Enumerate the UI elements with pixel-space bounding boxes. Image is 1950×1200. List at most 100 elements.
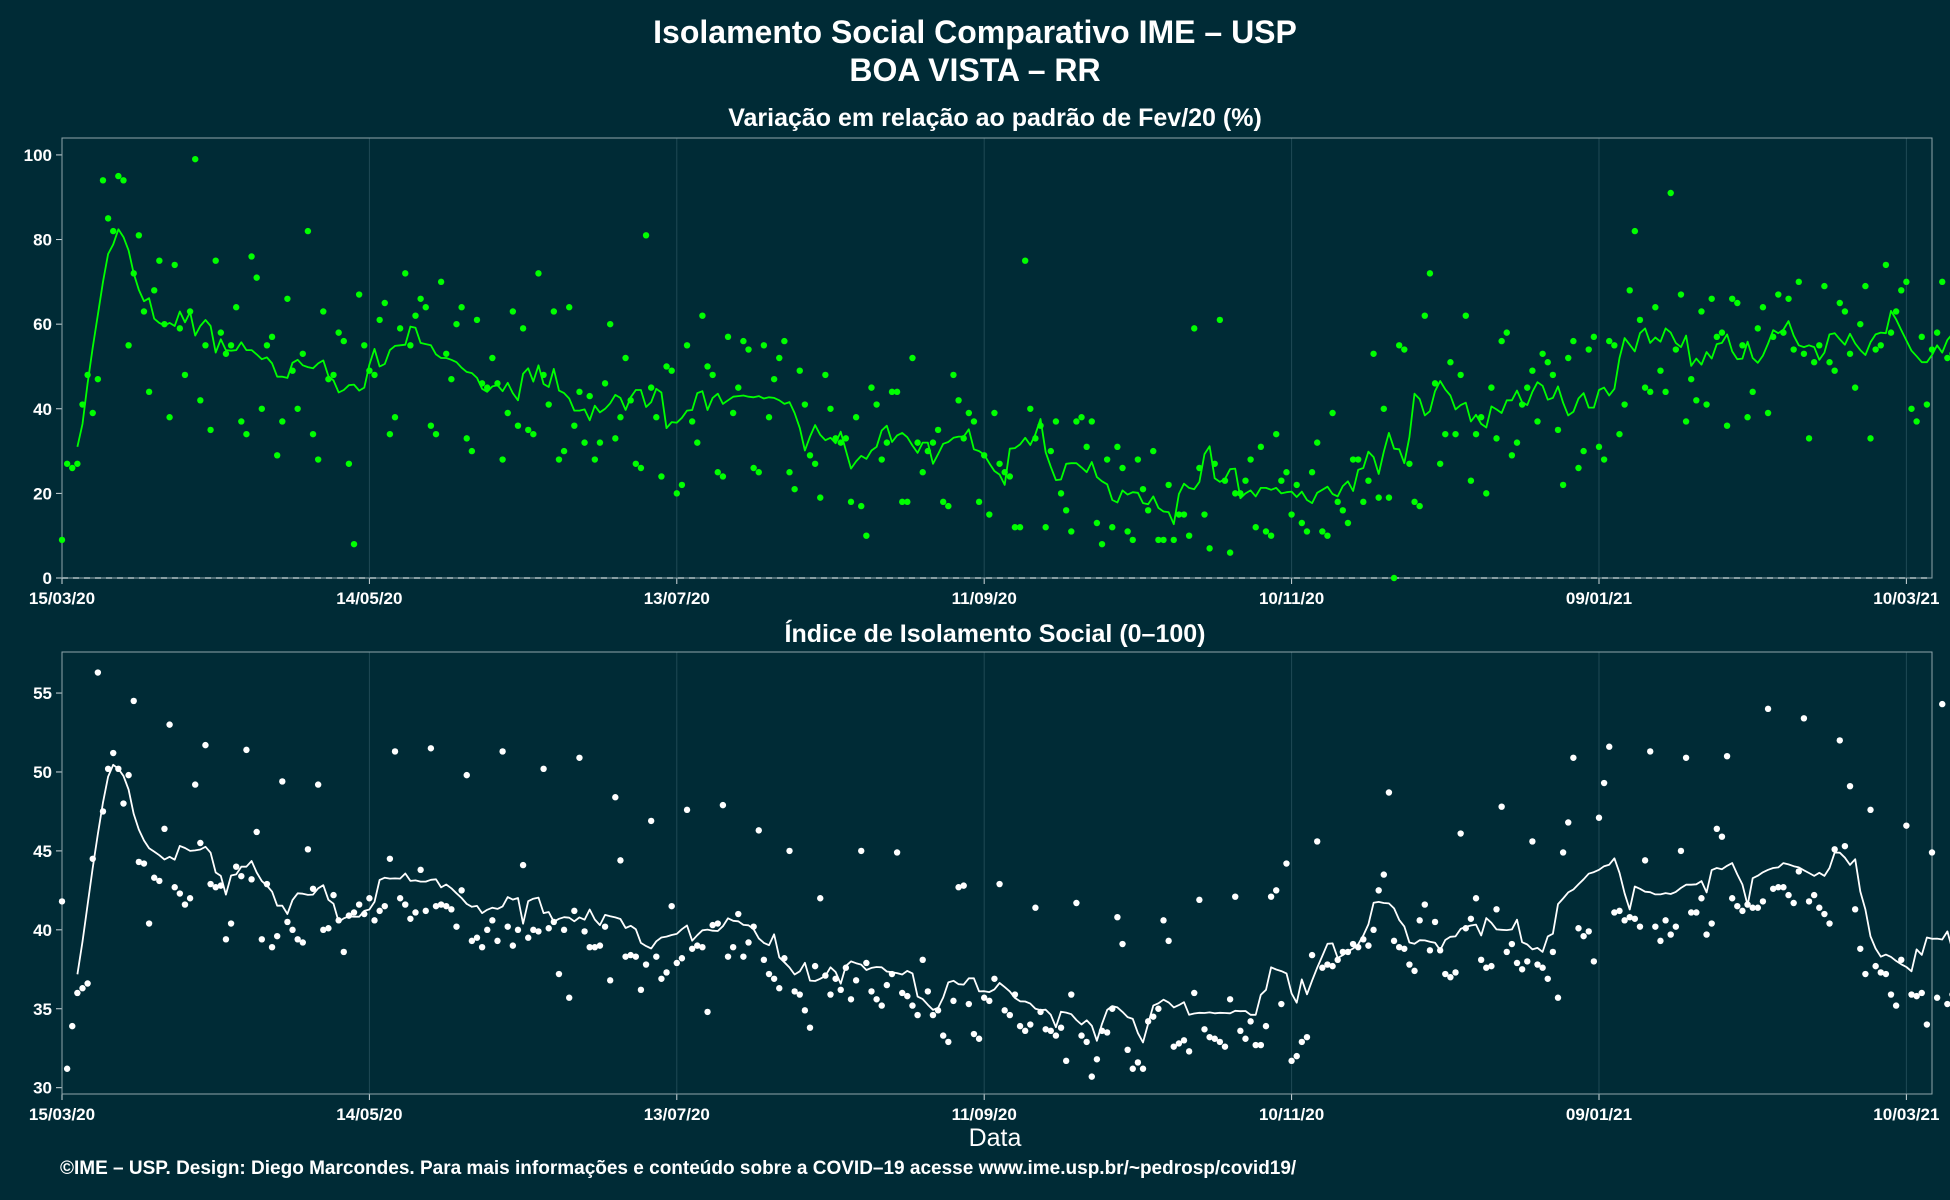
p2-data-point bbox=[156, 877, 163, 885]
p2-data-point bbox=[402, 901, 409, 908]
p1-data-point bbox=[704, 363, 711, 370]
p2-data-point bbox=[1267, 893, 1275, 900]
p1-data-point bbox=[273, 452, 281, 459]
p1-data-point bbox=[1201, 511, 1208, 518]
p2-data-point bbox=[463, 771, 470, 779]
p2-data-point bbox=[110, 749, 117, 757]
p1-data-point bbox=[1314, 439, 1321, 446]
p1-data-point bbox=[1472, 430, 1480, 438]
p1-data-point bbox=[1344, 519, 1352, 527]
p1-data-point bbox=[1457, 371, 1464, 379]
p2-data-point bbox=[1867, 806, 1874, 814]
p1-data-point bbox=[1882, 261, 1890, 269]
p1-data-point bbox=[1242, 477, 1249, 484]
p1-data-point bbox=[1575, 464, 1582, 472]
p2-data-point bbox=[694, 942, 701, 949]
p1-data-point bbox=[991, 409, 998, 417]
p2-data-point bbox=[453, 923, 460, 930]
p2-data-point bbox=[166, 721, 173, 728]
p2-data-point bbox=[1913, 992, 1920, 1000]
p2-data-point bbox=[1631, 915, 1639, 922]
p2-data-point bbox=[1846, 782, 1854, 790]
p1-data-point bbox=[197, 397, 204, 404]
p2-data-point bbox=[955, 884, 962, 891]
p1-data-point bbox=[740, 337, 747, 345]
p1-data-point bbox=[1129, 536, 1136, 544]
p1-data-point bbox=[1595, 443, 1603, 451]
p1-data-point bbox=[1734, 299, 1741, 307]
p2-data-point bbox=[1933, 994, 1941, 1001]
p1-data-point bbox=[1559, 481, 1567, 489]
p1-data-point bbox=[391, 414, 399, 421]
p1-data-point bbox=[1816, 342, 1823, 349]
p2-data-point bbox=[791, 988, 798, 995]
p1-data-point bbox=[1062, 507, 1070, 514]
p1-data-point bbox=[735, 384, 742, 391]
p1-data-point bbox=[1226, 549, 1234, 556]
p2-data-point bbox=[489, 917, 496, 924]
p1-data-point bbox=[320, 308, 327, 315]
p1-data-point bbox=[125, 342, 132, 349]
p2-data-point bbox=[663, 969, 670, 976]
p1-data-point bbox=[1078, 414, 1085, 421]
p1-data-point bbox=[1416, 502, 1423, 510]
p1-data-point bbox=[156, 257, 163, 264]
p1-data-point bbox=[104, 215, 112, 222]
p1-data-point bbox=[350, 540, 358, 548]
p1-data-point bbox=[1042, 524, 1049, 531]
p2-y-tick-label: 50 bbox=[33, 763, 52, 782]
p1-data-point bbox=[145, 388, 153, 396]
p2-data-point bbox=[1903, 822, 1910, 829]
p1-data-point bbox=[525, 426, 532, 434]
p1-x-tick-label: 09/01/21 bbox=[1566, 589, 1632, 608]
p2-data-point bbox=[1242, 1035, 1249, 1042]
p2-data-point bbox=[991, 975, 998, 982]
p2-data-point bbox=[371, 917, 378, 924]
p1-data-point bbox=[1539, 350, 1546, 357]
p2-data-point bbox=[699, 943, 706, 951]
p2-x-tick-label: 10/11/20 bbox=[1259, 1105, 1324, 1124]
p1-data-point bbox=[1939, 278, 1946, 286]
p2-data-point bbox=[642, 961, 650, 968]
p1-data-point bbox=[801, 401, 809, 408]
p2-data-point bbox=[1769, 885, 1777, 892]
p1-data-point bbox=[243, 430, 250, 438]
p2-data-point bbox=[1616, 907, 1623, 915]
p1-data-point bbox=[1570, 337, 1577, 345]
p1-data-point bbox=[1175, 511, 1183, 518]
p1-data-point bbox=[1098, 540, 1106, 548]
p1-data-point bbox=[443, 350, 450, 357]
p1-data-point bbox=[1585, 346, 1592, 353]
p1-x-tick-label: 15/03/20 bbox=[29, 589, 95, 608]
p1-data-point bbox=[1611, 342, 1618, 349]
p2-data-point bbox=[289, 926, 296, 934]
p1-data-point bbox=[576, 388, 583, 396]
p2-data-point bbox=[1452, 969, 1459, 976]
p1-data-point bbox=[222, 350, 230, 357]
p2-data-point bbox=[1047, 1027, 1054, 1035]
p2-data-point bbox=[299, 939, 306, 946]
p2-data-point bbox=[396, 895, 404, 902]
p1-data-point bbox=[1447, 359, 1454, 366]
p1-data-point bbox=[1462, 312, 1469, 319]
p1-data-point bbox=[171, 261, 178, 269]
p1-data-point bbox=[1877, 342, 1884, 349]
p2-data-point bbox=[540, 765, 547, 773]
p2-data-point bbox=[740, 953, 747, 960]
p2-data-point bbox=[1139, 1065, 1147, 1072]
p1-data-point bbox=[1790, 346, 1797, 353]
p2-data-point bbox=[545, 925, 552, 932]
p2-data-point bbox=[1539, 964, 1546, 971]
p2-data-point bbox=[1580, 932, 1587, 940]
p1-data-point bbox=[330, 371, 337, 379]
p2-data-point bbox=[729, 943, 737, 951]
p2-data-point bbox=[1349, 940, 1357, 948]
p1-data-point bbox=[1170, 536, 1177, 544]
p2-data-point bbox=[1764, 705, 1772, 713]
p1-data-point bbox=[453, 320, 460, 328]
p2-data-point bbox=[1232, 893, 1239, 900]
p1-data-point bbox=[304, 227, 312, 235]
p2-data-point bbox=[1529, 838, 1536, 845]
p1-data-point bbox=[1723, 422, 1731, 429]
